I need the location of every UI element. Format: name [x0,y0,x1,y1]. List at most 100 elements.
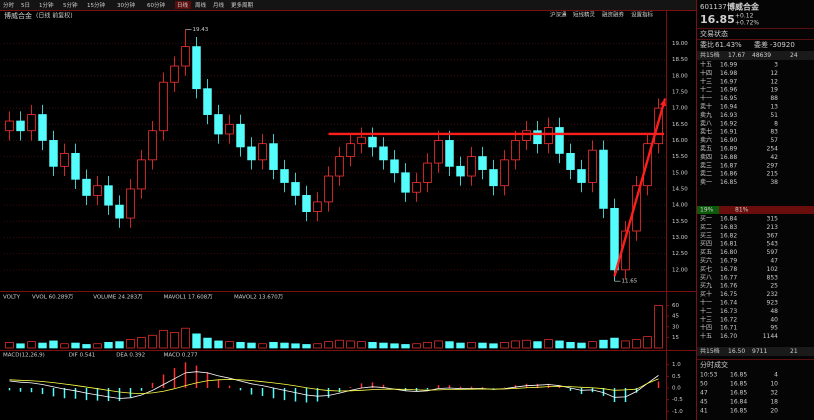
candle-body [368,136,377,148]
candle-body [445,140,454,167]
volume-bar [522,339,531,349]
trade-volume: 10 [770,381,778,388]
book-label: 十四 [700,324,712,332]
book-header: 9711 [752,348,767,355]
trades-title: 分时成交 [700,360,728,369]
y-tick-label: 18.00 [672,73,688,79]
volume-bar [489,343,498,349]
tab[interactable]: 30分钟 [117,1,135,9]
y-tick-label: 1.0 [672,362,681,368]
volume-bar [324,341,333,349]
volume-bar [247,342,256,349]
volume-bar [71,342,80,349]
volume-bar [291,343,300,349]
volume-bar [478,342,487,349]
volume-bar [401,344,410,349]
trade-time: 41 [700,408,708,415]
book-price: 16.92 [720,120,737,127]
balance-label: 19% [700,207,714,214]
candle-body [467,156,476,177]
legend-item: VVOL 60.289万 [32,294,74,301]
candle-body [313,201,322,213]
book-price: 16.76 [720,283,737,290]
trade-time: 50 [700,381,708,388]
candle-body [104,185,113,206]
book-label: 买四 [700,240,712,248]
volume-bar [533,341,542,349]
trade-price: 16.84 [730,399,747,406]
book-header: 共15档 [700,51,720,59]
tab[interactable]: 1分钟 [39,1,54,9]
volume-bar [313,343,322,349]
volume-bar [192,333,201,349]
tab[interactable]: 5日 [21,2,30,9]
book-price: 16.86 [720,171,737,178]
book-volume: 48 [770,308,778,315]
tab[interactable]: 日线 [177,1,189,9]
tab[interactable]: 周线 [195,1,207,9]
y-tick-label: 16.50 [672,122,688,128]
candle-body [555,127,564,154]
book-price: 16.79 [720,258,737,265]
trade-volume: 18 [770,399,778,406]
candle-body [38,114,47,141]
toolbar-link[interactable]: 短线精灵 [573,11,596,19]
book-volume: 213 [767,224,779,231]
book-volume: 232 [767,291,779,298]
y-tick-label: 13.00 [672,235,688,241]
book-price: 16.90 [720,137,737,144]
book-volume: 8 [774,120,778,127]
chart-title: 博威合金 [4,11,32,20]
candle-body [247,146,256,161]
book-header: 21 [790,348,798,355]
candle-body [357,136,366,145]
book-volume: 597 [767,249,779,256]
candle-body [533,130,542,145]
volume-bar [115,341,124,349]
book-volume: 923 [767,300,779,307]
volume-bar [588,341,597,349]
toolbar-link[interactable]: 沪深通 [550,11,567,19]
toolbar-link[interactable]: 融资融券 [602,11,625,19]
tab[interactable]: 分时 [3,1,15,9]
legend-item: MAVOL2 13.670万 [234,294,284,301]
trade-price: 16.85 [730,372,747,379]
book-volume: 51 [770,112,778,119]
candle-body [346,143,355,158]
tab[interactable]: 更多周期 [231,1,254,9]
toolbar-link[interactable]: 设置指标 [631,11,654,19]
volume-bar [423,341,432,349]
volume-bar [368,341,377,349]
book-label: 买八 [700,273,712,281]
book-volume: 853 [767,274,779,281]
book-label: 十三 [700,77,712,85]
book-label: 买五 [700,248,712,256]
candle-body [236,123,245,148]
book-label: 十一 [700,299,712,307]
volume-bar [577,342,586,349]
volume-bar [390,343,399,349]
book-price: 16.96 [720,87,737,94]
trade-volume: 20 [770,408,778,415]
tab[interactable]: 月线 [213,1,225,9]
volume-bar [126,339,135,349]
book-volume: 83 [770,129,778,136]
book-label: 卖十 [700,103,712,111]
volume-bar [269,341,278,349]
book-price: 16.83 [720,224,737,231]
volume-bar [104,341,113,349]
tab[interactable]: 60分钟 [147,1,165,9]
book-label: 买六 [700,257,712,265]
volume-bar [203,337,212,349]
book-price: 16.88 [720,154,737,161]
tab[interactable]: 5分钟 [63,1,78,9]
volume-bar [159,329,168,349]
y-tick-label: 19.00 [672,41,688,47]
stock-change-pct: +0.72% [735,20,759,27]
balance-sell [697,206,719,214]
book-price: 16.70 [720,333,737,340]
volume-bar [357,341,366,349]
volume-bar [27,341,36,349]
tab-active-bg [175,1,191,9]
tab[interactable]: 15分钟 [87,1,105,9]
